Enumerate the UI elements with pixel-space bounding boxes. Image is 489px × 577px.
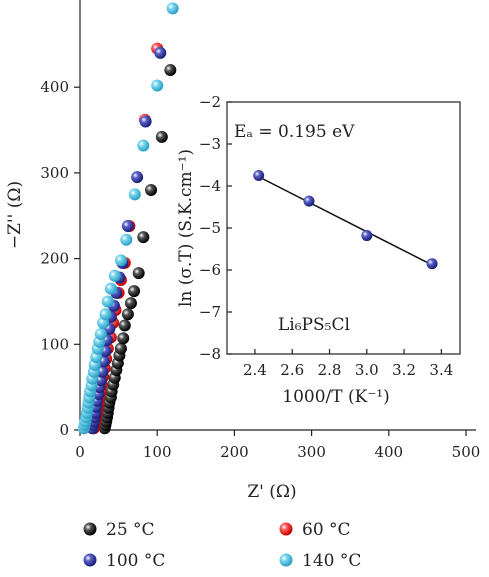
inset-fit-line <box>258 176 433 266</box>
main-y-tick-label: 200 <box>40 250 69 268</box>
main-x-axis-title: Z' (Ω) <box>247 482 296 502</box>
inset-tick-labels: 2.4 2.6 2.8 3.0 3.2 3.4 −2 −3 −4 −5 −6 −7 −8 <box>199 93 453 379</box>
inset-x-tick-label: 2.8 <box>318 361 342 379</box>
main-x-tick-label: 200 <box>220 443 249 461</box>
data-point-series-0 <box>121 308 134 321</box>
inset-y-tick-label: −3 <box>199 135 221 153</box>
inset-y-axis-title: ln (σ.T) (S.K.cm⁻¹) <box>176 149 196 307</box>
inset-material-label: Li₆PS₅Cl <box>278 315 350 335</box>
main-y-tick-label: 100 <box>40 335 69 353</box>
legend-label-100: 100 °C <box>106 551 165 571</box>
data-point-series-2 <box>131 171 144 184</box>
data-point-series-0 <box>124 297 137 310</box>
legend: 25 °C 60 °C 100 °C 140 °C <box>83 520 361 571</box>
data-point-series-3 <box>120 233 133 246</box>
legend-item-25: 25 °C <box>83 520 155 540</box>
data-point-series-3 <box>128 188 141 201</box>
inset-data-point <box>361 230 373 242</box>
data-point-series-3 <box>137 139 150 152</box>
data-point-series-0 <box>118 319 131 332</box>
legend-label-60: 60 °C <box>302 520 351 540</box>
main-x-tick-label: 500 <box>452 443 481 461</box>
data-point-series-0 <box>114 342 127 355</box>
main-x-tick-label: 0 <box>75 443 85 461</box>
data-point-series-3 <box>101 295 114 308</box>
inset-y-tick-label: −8 <box>199 345 221 363</box>
legend-item-140: 140 °C <box>279 551 361 571</box>
legend-marker-140 <box>279 553 293 567</box>
data-point-series-3 <box>166 2 179 15</box>
data-point-series-0 <box>164 64 177 77</box>
main-y-tick-label: 300 <box>40 164 69 182</box>
inset-ticks <box>227 101 442 355</box>
inset-x-tick-label: 2.6 <box>280 361 304 379</box>
inset-y-tick-label: −6 <box>199 261 221 279</box>
main-x-tick-label: 300 <box>297 443 326 461</box>
main-x-tick-label: 400 <box>374 443 403 461</box>
data-point-series-3 <box>104 282 117 295</box>
inset-y-tick-label: −4 <box>199 177 221 195</box>
inset-data-point <box>426 258 438 270</box>
data-point-series-0 <box>117 332 130 345</box>
inset-y-tick-label: −7 <box>199 303 221 321</box>
data-point-series-0 <box>137 231 150 244</box>
inset-y-tick-label: −2 <box>199 93 221 111</box>
legend-item-60: 60 °C <box>279 520 351 540</box>
main-x-tick-label: 100 <box>143 443 172 461</box>
inset-x-tick-label: 3.2 <box>392 361 416 379</box>
inset-data-points <box>253 170 438 270</box>
main-y-tick-label: 0 <box>59 421 69 439</box>
data-point-series-0 <box>128 285 141 298</box>
legend-label-140: 140 °C <box>302 551 361 571</box>
legend-item-100: 100 °C <box>83 551 165 571</box>
inset-data-point <box>253 170 265 181</box>
legend-marker-100 <box>83 553 97 567</box>
main-y-tick-label: 400 <box>40 78 69 96</box>
data-point-series-2 <box>154 46 167 59</box>
inset-x-tick-label: 3.4 <box>429 361 453 379</box>
data-point-series-3 <box>99 308 112 321</box>
data-point-series-2 <box>139 115 152 128</box>
data-point-series-3 <box>108 269 121 282</box>
inset-x-tick-label: 2.4 <box>243 361 267 379</box>
inset-annotation: Eₐ = 0.195 eV <box>234 122 355 142</box>
main-data-points <box>77 2 179 435</box>
data-point-series-3 <box>151 79 164 92</box>
data-point-series-0 <box>145 184 158 197</box>
main-plot: 0 100 200 300 400 500 0 100 200 300 400 Z' (Ω) −Z'… <box>5 0 480 502</box>
legend-marker-25 <box>83 522 97 536</box>
main-y-axis-title: −Z'' (Ω) <box>5 181 25 249</box>
legend-label-25: 25 °C <box>106 520 155 540</box>
main-tick-labels: 0 100 200 300 400 500 0 100 200 300 400 <box>40 78 480 461</box>
inset-plot: 2.4 2.6 2.8 3.0 3.2 3.4 −2 −3 −4 −5 −6 −7 −8 Eₐ = 0.… <box>176 93 461 407</box>
data-point-series-0 <box>132 267 145 280</box>
inset-data-point <box>303 195 315 207</box>
inset-x-axis-title: 1000/T (K⁻¹) <box>282 387 390 407</box>
legend-marker-60 <box>279 522 293 536</box>
data-point-series-0 <box>155 130 168 143</box>
data-point-series-3 <box>114 254 127 267</box>
inset-y-tick-label: −5 <box>199 219 221 237</box>
data-point-series-2 <box>121 220 134 233</box>
data-point-series-2 <box>96 365 109 378</box>
data-point-series-3 <box>94 328 107 341</box>
inset-x-tick-label: 3.0 <box>355 361 379 379</box>
